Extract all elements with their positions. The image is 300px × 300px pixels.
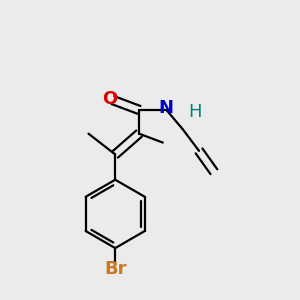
Text: N: N [159, 99, 174, 117]
Text: Br: Br [104, 260, 127, 278]
Text: O: O [102, 90, 118, 108]
Text: H: H [189, 103, 202, 121]
